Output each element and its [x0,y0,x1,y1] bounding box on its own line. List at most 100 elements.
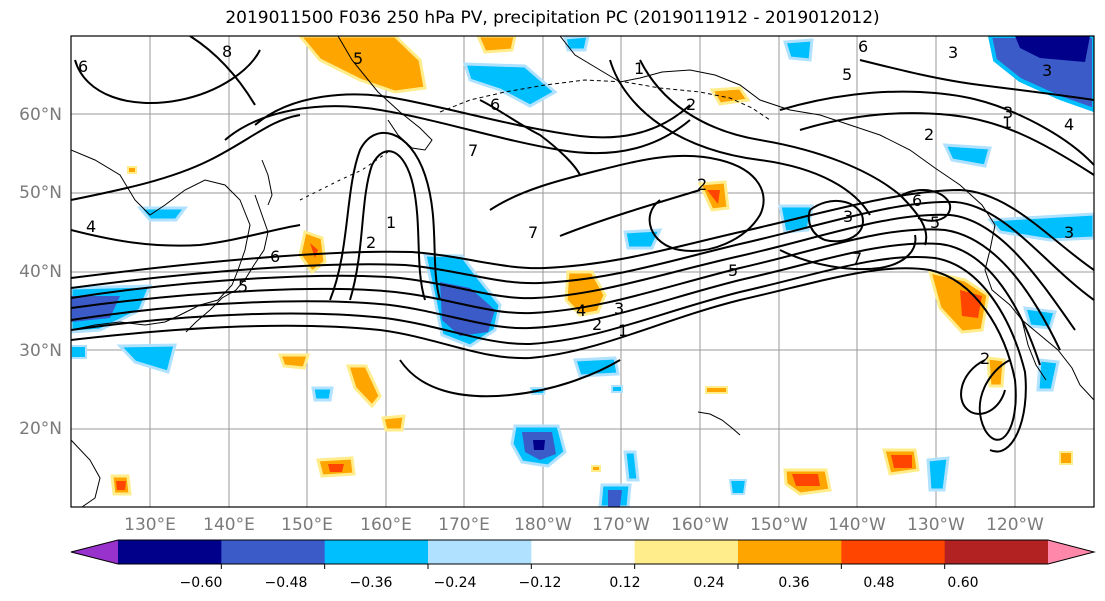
pv-contour-north-2 [71,114,301,201]
precip-positive-area [707,190,720,204]
colorbar-swatch [221,540,326,564]
pv-contour-7 [71,188,1094,279]
colorbar-tick: 0.36 [778,575,809,591]
contour-label: 2 [980,349,990,368]
contour-label: 7 [852,249,862,268]
contour-label: 6 [912,191,922,210]
coastline-philippines [71,439,101,507]
precip-negative-area [136,206,188,222]
coastline-japan [185,194,269,333]
pv-contour-gulf-1 [639,59,928,246]
contour-label: 3 [1042,61,1052,80]
colorbar-swatch [324,540,429,564]
precip-negative-area [116,343,177,374]
contour-label: 2 [592,315,602,334]
precip-positive-area [891,455,912,468]
contour-label: 5 [842,65,852,84]
colorbar: −0.60 −0.48 −0.36 −0.24 −0.12 0.12 0.24 … [70,539,1096,591]
precip-positive-area [381,414,406,432]
contour-label: 3 [948,43,958,62]
lon-label: 130°W [907,515,965,535]
contour-label: 3 [614,299,624,318]
contour-label: 3 [1003,103,1013,122]
precip-negative-area [783,38,814,62]
map-border [70,35,1095,508]
contour-label: 3 [1064,223,1074,242]
precip-positive-area [1059,451,1073,465]
colorbar-swatch [428,540,532,564]
contour-label: 2 [697,175,707,194]
colorbar-tick: 0.48 [863,575,894,591]
pv-contour-gulf-4 [779,234,917,271]
colorbar-swatch [118,540,222,564]
colorbar-swatch [738,540,842,564]
colorbar-extend-high [1048,540,1094,564]
precip-negative-area [533,440,545,450]
colorbar-tick: −0.60 [180,575,223,591]
colorbar-swatch [944,540,1049,564]
lon-label: 170°E [438,515,490,535]
precip-negative-area [986,212,1094,242]
contour-label: 8 [222,42,232,61]
pv-contour-gulf-3 [807,199,864,243]
colorbar-tick: 0.12 [609,575,640,591]
lat-label-50n: 50°N [19,183,62,203]
lat-label-30n: 30°N [19,341,62,361]
pv-contour-1 [71,267,1017,441]
precip-positive-area [116,481,126,490]
map-area: 8 6 4 5 7 6 5 2 1 2 3 1 6 4 5 3 7 2 1 3 [70,35,1095,508]
pv-contour-2 [71,256,1027,453]
contour-label: 1 [1002,113,1012,132]
pv-contour-trough-2 [349,150,426,301]
contour-label: 3 [843,207,853,226]
coastline-aleutians [439,79,771,121]
pv-contour-south-1 [399,359,621,398]
colorbar-tick: −0.48 [265,575,308,591]
colorbar-swatch [841,540,946,564]
pv-contour-4 [71,228,1061,351]
precip-positive-area [792,474,820,486]
contour-label: 1 [618,321,628,340]
precip-positive-area [298,36,427,94]
contour-label: 2 [366,233,376,252]
pv-contour-ridge-2 [254,93,691,139]
pv-contour-5 [71,213,1076,331]
contour-label: 7 [468,141,478,160]
pv-contour-gulf-2 [609,59,871,216]
pv-contour-3 [71,242,1041,366]
coastline-baja [1021,319,1047,381]
pv-contours [71,36,1094,453]
colorbar-tick: −0.24 [434,575,477,591]
precip-negative-area [71,345,87,359]
precip-positive-area [127,166,137,174]
lon-label: 170°W [592,515,650,535]
contour-label: 1 [634,59,644,78]
pv-contour-ridge-1 [224,105,691,155]
precip-positive-area [298,230,327,275]
longitude-labels: 130°E 140°E 150°E 160°E 170°E 180°W 170°… [124,515,1044,535]
contour-label: 2 [924,125,934,144]
contour-labels: 8 6 4 5 7 6 5 2 1 2 3 1 6 4 5 3 7 2 1 3 [78,37,1074,368]
precip-negative-area [926,456,950,492]
coastline-sakhalin [261,159,273,206]
colorbar-tick: 0.24 [693,575,724,591]
colorbar-swatch [634,540,739,564]
lon-label: 160°W [671,515,729,535]
pv-contour-6 [71,200,1094,301]
colorbar-tick: 0.60 [947,575,978,591]
pv-contour-east-low [960,359,1006,415]
precip-negative-area [623,450,640,482]
lon-label: 160°E [360,515,412,535]
contour-label: 5 [930,213,940,232]
precip-negative-area [611,385,623,393]
precip-negative-area [1036,358,1060,392]
colorbar-extend-low [71,540,118,564]
precip-negative-area [563,36,590,52]
lon-label: 150°W [750,515,808,535]
contour-label: 6 [858,37,868,56]
colorbar-swatch [531,540,636,564]
precip-negative-area [942,143,992,168]
pv-contour-ne-2 [799,112,1094,176]
colorbar-tick: −0.36 [350,575,393,591]
precip-positive-area [986,356,1006,388]
